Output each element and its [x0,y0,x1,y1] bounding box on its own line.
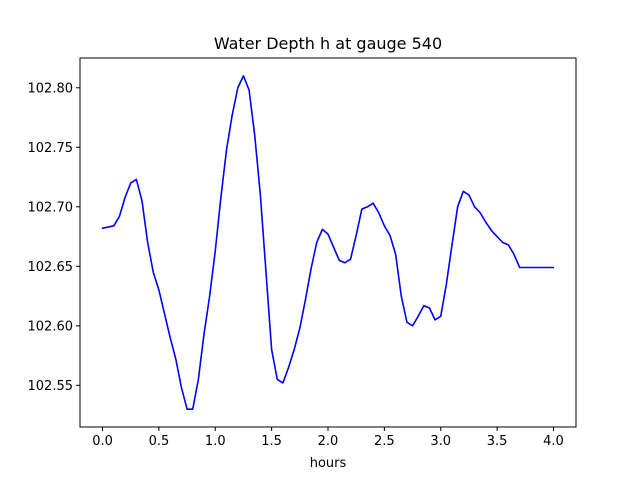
x-tick-label: 0.5 [149,434,170,449]
x-tick-label: 3.5 [487,434,508,449]
plot-area [101,75,555,410]
y-tick-label: 102.80 [28,81,74,96]
series-line-0 [101,75,555,410]
chart-title: Water Depth h at gauge 540 [214,34,442,53]
y-tick-label: 102.55 [28,379,74,394]
x-tick-label: 4.0 [543,434,564,449]
y-tick-label: 102.75 [28,141,74,156]
y-tick-label: 102.70 [28,200,74,215]
x-tick-label: 2.5 [374,434,395,449]
x-axis-label: hours [310,456,347,471]
x-axis: 0.0 0.5 1.0 1.5 2.0 2.5 3.0 3.5 4.0 [92,427,564,449]
x-tick-label: 3.0 [430,434,451,449]
y-axis: 102.55 102.60 102.65 102.70 102.75 102.80 [28,81,80,394]
x-tick-label: 1.5 [261,434,282,449]
x-tick-label: 2.0 [318,434,339,449]
y-tick-label: 102.65 [28,260,74,275]
y-tick-label: 102.60 [28,319,74,334]
x-tick-label: 1.0 [205,434,226,449]
x-tick-label: 0.0 [92,434,113,449]
